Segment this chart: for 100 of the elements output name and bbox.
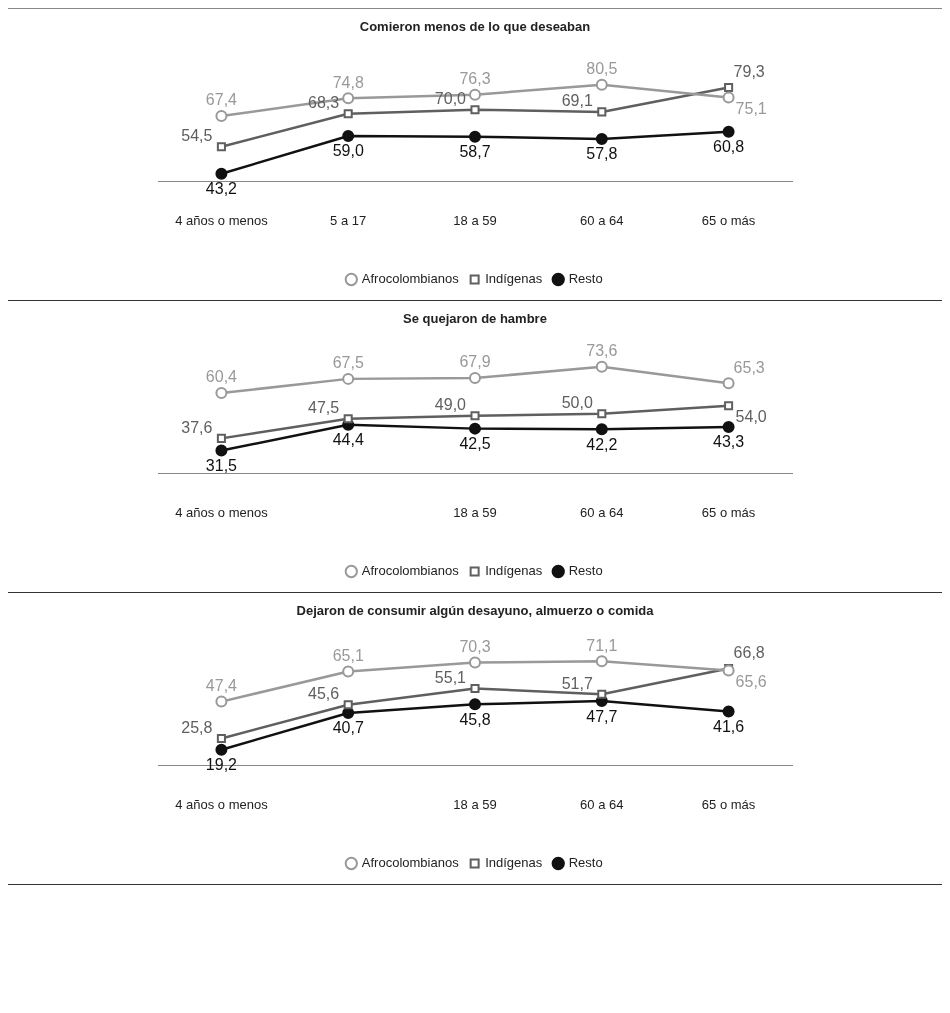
data-label: 44,4 [332,431,364,449]
point [470,411,480,421]
point [469,88,481,101]
data-label: 37,6 [181,418,213,436]
data-label: 80,5 [586,60,618,78]
data-label: 71,1 [586,636,618,654]
point [595,78,608,91]
point [470,105,480,115]
point [215,695,228,708]
data-label: 60,4 [205,368,238,386]
data-label: 49,0 [434,396,467,414]
data-label: 67,4 [205,91,238,109]
point [215,109,228,122]
data-label: 54,5 [181,127,213,145]
point [469,698,481,711]
legend-label: Afrocolombianos [361,563,460,579]
data-label: 42,2 [586,435,618,453]
data-label: 25,8 [181,718,213,736]
point [342,707,355,720]
data-label: 47,4 [205,677,238,695]
point [342,92,355,105]
point [597,689,607,699]
point [722,705,735,718]
x-tick-label: 18 a 59 [453,796,497,812]
point [215,167,228,180]
data-label: 58,7 [459,143,491,161]
point [595,423,608,436]
data-label: 67,5 [332,354,364,372]
x-tick-label: 65 o más [701,504,756,520]
x-tick-label: 18 a 59 [453,212,497,228]
legend-label: Resto [568,855,603,871]
x-tick-label: 60 a 64 [580,212,624,228]
data-label: 54,0 [735,408,767,426]
point [722,377,735,390]
point [470,683,480,694]
data-label: 41,6 [713,717,745,735]
data-label: 57,8 [586,145,618,163]
data-label: 55,1 [434,668,467,686]
data-label: 43,3 [713,433,745,451]
point [342,372,355,385]
data-label: 73,6 [586,342,618,360]
data-label: 59,0 [332,142,364,160]
point [215,444,228,457]
x-tick-label: 18 a 59 [453,504,497,520]
point [595,360,608,373]
x-tick-label: 4 años o menos [175,796,269,812]
point [469,656,481,669]
point [215,743,228,756]
x-tick-label: 4 años o menos [175,504,269,520]
data-label: 74,8 [332,73,364,91]
point [343,700,353,710]
point [597,409,607,419]
point [343,414,353,424]
legend-label: Afrocolombianos [361,271,460,287]
point [722,91,735,104]
point [216,142,226,152]
legend-label: Indígenas [485,855,543,871]
point [597,107,607,117]
legend-label: Indígenas [485,271,543,287]
point [469,372,481,385]
point [343,109,353,119]
point [595,132,608,145]
data-label: 50,0 [561,394,593,412]
point [215,387,228,399]
data-label: 47,5 [308,399,340,417]
data-label: 51,7 [561,674,593,692]
x-tick-label: 5 a 17 [330,212,367,228]
data-label: 31,5 [205,456,238,474]
point [216,433,226,443]
x-tick-label: 60 a 64 [580,796,624,812]
legend-label: Indígenas [485,563,543,579]
chart-title: Se quejaron de hambre [402,311,548,326]
point [722,421,735,434]
data-label: 45,8 [459,710,491,728]
x-tick-label: 65 o más [701,212,756,228]
data-label: 65,1 [332,646,364,664]
data-label: 70,3 [459,637,491,655]
point [342,665,355,678]
data-label: 19,2 [205,756,238,774]
data-label: 65,6 [735,672,767,690]
data-label: 67,9 [459,353,491,371]
x-tick-label: 65 o más [701,796,756,812]
data-label: 66,8 [733,643,765,661]
data-label: 75,1 [735,99,767,117]
data-label: 79,3 [733,62,765,80]
x-tick-label: 60 a 64 [580,504,624,520]
data-label: 76,3 [459,70,491,88]
data-label: 69,1 [561,92,593,110]
data-label: 42,5 [459,435,491,453]
point [595,655,608,668]
chart-title: Comieron menos de lo que deseaban [358,19,592,34]
data-label: 43,2 [205,180,238,198]
point [724,83,734,93]
data-label: 45,6 [308,685,340,703]
point [469,130,481,143]
chart-title: Dejaron de consumir algún desayuno, almuerzo o comida [295,603,655,618]
point [469,422,481,435]
point [342,130,355,143]
point [216,733,226,743]
data-label: 65,3 [733,358,765,376]
